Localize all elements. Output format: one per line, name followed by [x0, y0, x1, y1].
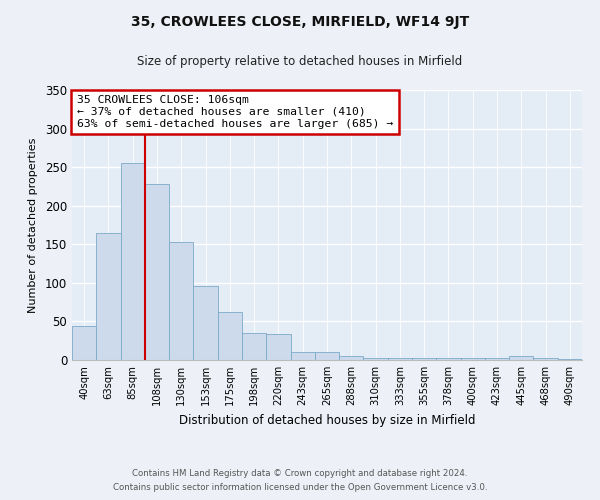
Text: 35, CROWLEES CLOSE, MIRFIELD, WF14 9JT: 35, CROWLEES CLOSE, MIRFIELD, WF14 9JT	[131, 15, 469, 29]
Bar	[121, 164, 145, 360]
Bar	[193, 286, 218, 360]
Text: 35 CROWLEES CLOSE: 106sqm
← 37% of detached houses are smaller (410)
63% of semi: 35 CROWLEES CLOSE: 106sqm ← 37% of detac…	[77, 96, 394, 128]
Bar	[436, 358, 461, 360]
Bar	[388, 358, 412, 360]
X-axis label: Distribution of detached houses by size in Mirfield: Distribution of detached houses by size …	[179, 414, 475, 426]
Bar	[169, 242, 193, 360]
Y-axis label: Number of detached properties: Number of detached properties	[28, 138, 38, 312]
Bar	[290, 352, 315, 360]
Text: Contains HM Land Registry data © Crown copyright and database right 2024.: Contains HM Land Registry data © Crown c…	[132, 468, 468, 477]
Bar	[218, 312, 242, 360]
Bar	[558, 359, 582, 360]
Text: Size of property relative to detached houses in Mirfield: Size of property relative to detached ho…	[137, 55, 463, 68]
Bar	[315, 352, 339, 360]
Bar	[364, 358, 388, 360]
Text: Contains public sector information licensed under the Open Government Licence v3: Contains public sector information licen…	[113, 484, 487, 492]
Bar	[461, 358, 485, 360]
Bar	[72, 326, 96, 360]
Bar	[242, 333, 266, 360]
Bar	[485, 358, 509, 360]
Bar	[339, 356, 364, 360]
Bar	[509, 356, 533, 360]
Bar	[533, 358, 558, 360]
Bar	[96, 232, 121, 360]
Bar	[266, 334, 290, 360]
Bar	[412, 358, 436, 360]
Bar	[145, 184, 169, 360]
